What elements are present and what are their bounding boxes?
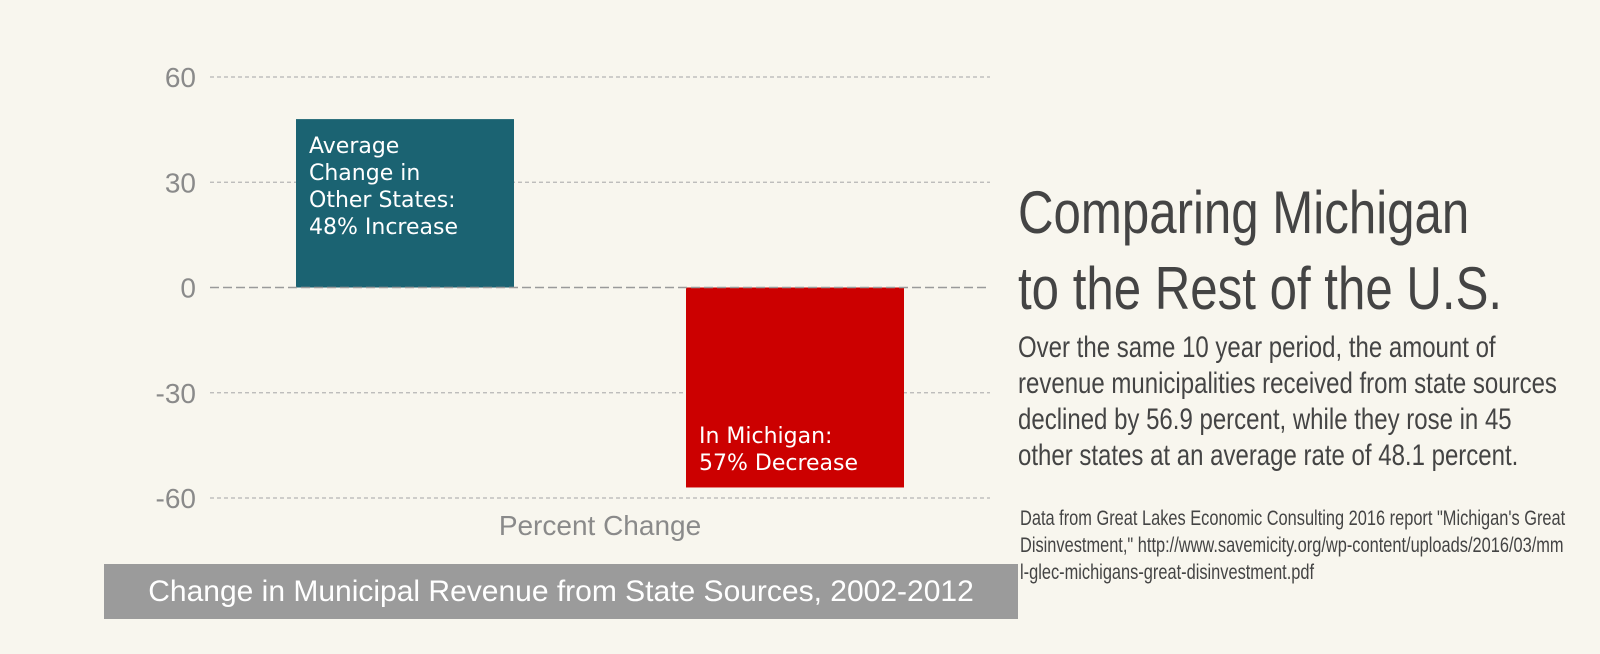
bar-label-line: 48% Increase <box>309 215 458 241</box>
chart-title: Change in Municipal Revenue from State S… <box>104 564 1018 619</box>
source-note: Data from Great Lakes Economic Consultin… <box>1020 507 1566 584</box>
summary-text: Over the same 10 year period, the amount… <box>1018 331 1557 472</box>
y-tick-label: 0 <box>180 273 196 304</box>
bar-label-1: Average Change in Other States: 48% Increas… <box>309 133 458 241</box>
headline-line-1: Comparing Michigan <box>1018 179 1470 246</box>
x-axis-label: Percent Change <box>498 510 702 541</box>
y-tick-label: 60 <box>165 62 196 93</box>
bar-label-2: In Michigan: 57% Decrease <box>699 423 858 477</box>
headline: Comparing Michigan to the Rest of the U.… <box>1018 175 1503 327</box>
bar-1 <box>296 119 514 288</box>
bar-chart: 60 30 0 -30 -60 <box>156 62 990 514</box>
bar-label-line: In Michigan: <box>699 424 833 450</box>
bar-label-line: 57% Decrease <box>699 451 859 477</box>
y-tick-label: -30 <box>156 378 196 409</box>
y-tick-labels: 60 30 0 -30 -60 <box>156 62 196 514</box>
bar-label-line: Average <box>309 134 400 160</box>
headline-line-2: to the Rest of the U.S. <box>1018 255 1503 322</box>
bar-label-line: Other States: <box>309 188 456 214</box>
bar-label-line: Change in <box>309 161 421 187</box>
bar-2 <box>686 287 904 488</box>
bars <box>296 119 904 488</box>
y-tick-label: -60 <box>156 483 196 514</box>
y-tick-label: 30 <box>165 167 196 198</box>
